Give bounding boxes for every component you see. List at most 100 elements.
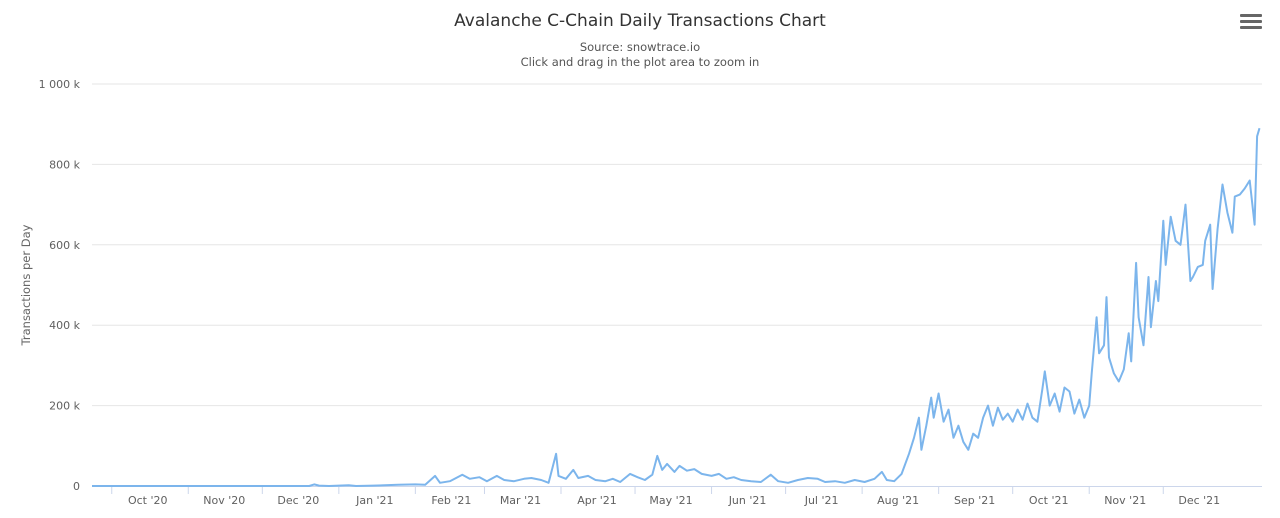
data-point: [1209, 224, 1211, 226]
data-point: [548, 482, 550, 484]
data-point: [313, 483, 315, 485]
data-point: [187, 485, 189, 487]
data-point: [1049, 405, 1051, 407]
data-point: [1054, 393, 1056, 395]
data-point: [503, 479, 505, 481]
data-point: [651, 474, 653, 476]
data-point: [629, 473, 631, 475]
data-point: [933, 417, 935, 419]
data-point: [1083, 417, 1085, 419]
data-point: [523, 478, 525, 480]
data-point: [434, 475, 436, 477]
data-point: [1017, 409, 1019, 411]
data-point: [1036, 421, 1038, 423]
data-point: [1108, 356, 1110, 358]
data-point: [558, 475, 560, 477]
x-tick-label: Sep '21: [954, 494, 995, 507]
data-point: [1244, 188, 1246, 190]
data-point: [496, 475, 498, 477]
data-point: [656, 455, 658, 457]
y-axis-title: Transactions per Day: [19, 224, 33, 346]
data-point: [997, 407, 999, 409]
data-point: [1106, 296, 1108, 298]
data-point: [1180, 244, 1182, 246]
data-point: [938, 393, 940, 395]
data-point: [701, 473, 703, 475]
data-point: [711, 475, 713, 477]
data-point: [372, 485, 374, 487]
data-point: [1069, 391, 1071, 393]
data-point: [355, 485, 357, 487]
hamburger-menu-icon[interactable]: [1240, 14, 1262, 32]
data-point: [967, 449, 969, 451]
data-point: [486, 480, 488, 482]
data-point: [797, 479, 799, 481]
data-point: [1123, 368, 1125, 370]
data-point: [1226, 212, 1228, 214]
data-point: [328, 485, 330, 487]
data-point: [881, 471, 883, 473]
data-point: [1130, 360, 1132, 362]
data-point: [987, 405, 989, 407]
data-point: [844, 482, 846, 484]
data-point: [1002, 419, 1004, 421]
data-point: [777, 480, 779, 482]
data-point: [572, 469, 574, 471]
data-point: [1197, 266, 1199, 268]
data-point: [760, 481, 762, 483]
x-tick-label: Jul '21: [804, 494, 839, 507]
x-tick-label: Nov '20: [203, 494, 245, 507]
x-tick-label: Dec '21: [1178, 494, 1220, 507]
data-point: [397, 484, 399, 486]
x-tick-label: Oct '20: [128, 494, 168, 507]
data-point: [957, 425, 959, 427]
data-point: [693, 468, 695, 470]
data-point: [679, 465, 681, 467]
x-tick-label: Oct '21: [1029, 494, 1069, 507]
data-point: [925, 425, 927, 427]
data-point: [348, 484, 350, 486]
y-tick-label: 0: [73, 480, 80, 493]
data-point: [1135, 262, 1137, 264]
data-point: [1192, 276, 1194, 278]
series-line: [92, 127, 1261, 487]
data-point: [1217, 228, 1219, 230]
data-point: [972, 433, 974, 435]
data-point: [1128, 332, 1130, 334]
data-point: [930, 397, 932, 399]
data-point: [874, 478, 876, 480]
data-point: [1170, 216, 1172, 218]
data-point: [733, 476, 735, 478]
data-point: [595, 479, 597, 481]
data-point: [1239, 194, 1241, 196]
data-point: [1254, 224, 1256, 226]
data-point: [674, 471, 676, 473]
data-point: [461, 474, 463, 476]
data-point: [1204, 240, 1206, 242]
data-point: [1007, 413, 1009, 415]
data-point: [718, 473, 720, 475]
data-point: [1091, 372, 1093, 374]
y-tick-label: 600 k: [49, 239, 80, 252]
data-point: [479, 476, 481, 478]
data-point: [962, 441, 964, 443]
data-point: [770, 474, 772, 476]
data-point: [886, 479, 888, 481]
chart-title: Avalanche C-Chain Daily Transactions Cha…: [454, 11, 826, 31]
data-point: [666, 463, 668, 465]
x-tick-label: Jan '21: [355, 494, 393, 507]
y-tick-label: 400 k: [49, 319, 80, 332]
data-point: [469, 478, 471, 480]
data-point: [992, 425, 994, 427]
data-point: [1165, 264, 1167, 266]
data-point: [1231, 232, 1233, 234]
data-point: [1155, 280, 1157, 282]
data-point: [1148, 276, 1150, 278]
data-point: [540, 479, 542, 481]
x-tick-label: Nov '21: [1104, 494, 1146, 507]
data-point: [513, 480, 515, 482]
x-tick-label: Dec '20: [277, 494, 319, 507]
x-tick-label: Feb '21: [431, 494, 471, 507]
